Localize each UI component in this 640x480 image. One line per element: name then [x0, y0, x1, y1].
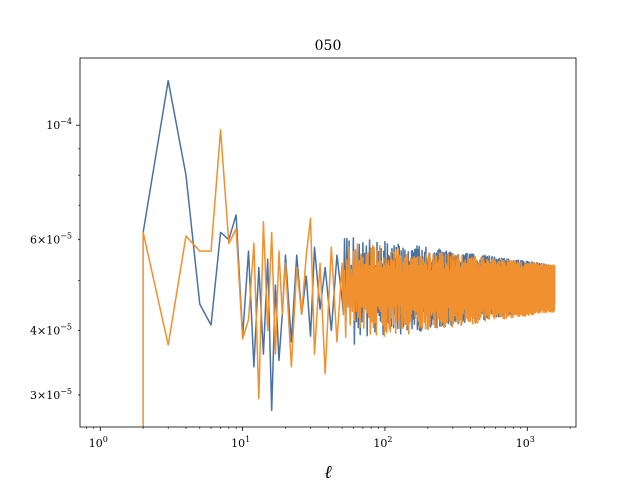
y-tick-label: 3×10−5	[30, 387, 72, 402]
x-axis-label: ℓ	[324, 462, 332, 480]
y-axis: 10−4 6×10−5 4×10−5 3×10−5	[30, 117, 80, 402]
series-line-2	[142, 129, 556, 427]
x-tick-label: 100	[89, 435, 108, 450]
x-axis: 100 101 102 103	[86, 427, 571, 450]
y-tick-label: 4×10−5	[30, 322, 72, 337]
y-tick-label: 10−4	[46, 117, 72, 132]
chart-title: 050	[315, 38, 342, 54]
y-tick-label: 6×10−5	[30, 232, 72, 247]
x-tick-label: 102	[373, 435, 392, 450]
x-tick-label: 101	[231, 435, 250, 450]
x-tick-label: 103	[516, 435, 535, 450]
plot-frame	[79, 57, 577, 428]
